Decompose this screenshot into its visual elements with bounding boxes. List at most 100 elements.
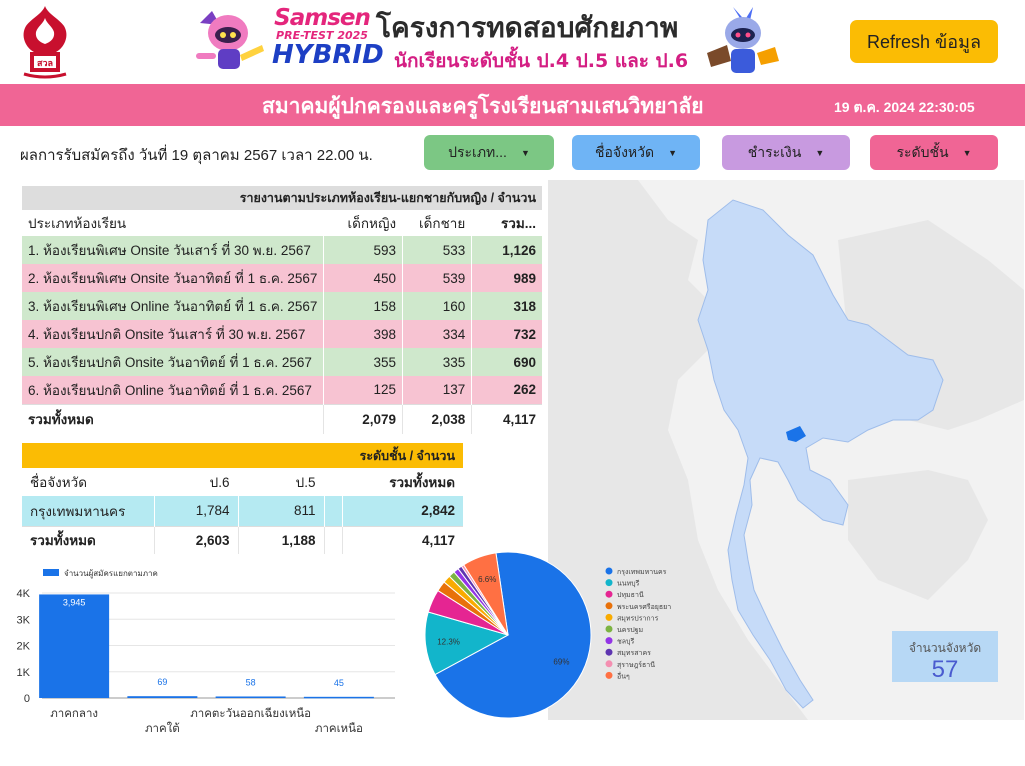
province-count-value: 57 — [931, 656, 959, 683]
table-caption-row: ระดับชั้น / จำนวน — [22, 443, 463, 468]
boys-cell: 334 — [402, 320, 472, 348]
table-row: 2. ห้องเรียนพิเศษ Onsite วันอาทิตย์ ที่ … — [22, 264, 542, 292]
boys-total: 2,038 — [402, 403, 472, 434]
girls-cell: 593 — [323, 236, 403, 264]
legend-label: นครปฐม — [617, 627, 643, 634]
column-header[interactable]: รวมทั้งหมด — [341, 468, 463, 496]
bar[interactable] — [303, 696, 374, 699]
region-bar-chart: จำนวนผู้สมัครแยกตามภาค 0 1K 2K 3K 4K 3,945 ภาคก… — [17, 569, 395, 735]
pie-slice[interactable] — [424, 611, 510, 676]
legend-label: นนทบุรี — [617, 580, 640, 588]
girls-cell: 158 — [323, 292, 403, 320]
pie-slice[interactable] — [462, 552, 509, 636]
room-type-cell: 2. ห้องเรียนพิเศษ Onsite วันอาทิตย์ ที่ … — [22, 264, 324, 292]
girls-cell: 450 — [323, 264, 403, 292]
room-type-cell: 5. ห้องเรียนปกติ Onsite วันอาทิตย์ ที่ 1… — [22, 348, 324, 376]
y-tick-label: 2K — [17, 641, 31, 653]
bangkok-highlight[interactable] — [786, 426, 806, 442]
table-row: 6. ห้องเรียนปกติ Online วันอาทิตย์ ที่ 1… — [22, 376, 542, 404]
boys-cell: 539 — [402, 264, 472, 292]
pie-slice[interactable] — [434, 551, 592, 719]
boys-cell: 160 — [402, 292, 472, 320]
payment-filter-label: ชำระเงิน — [747, 143, 802, 160]
grand-total-row: รวมทั้งหมด 2,079 2,038 4,117 — [22, 403, 542, 434]
legend-label: อื่นๆ — [617, 671, 630, 680]
mascot-right-image — [707, 7, 779, 73]
total-cell: 262 — [471, 376, 542, 404]
payment-filter[interactable]: ชำระเงิน ▼ — [722, 135, 850, 170]
caret-down-icon: ▼ — [668, 147, 678, 158]
bar[interactable] — [127, 696, 198, 698]
brand-line-3: HYBRID — [272, 40, 384, 70]
column-header[interactable]: เด็กชาย — [402, 210, 472, 236]
legend-dot — [605, 602, 613, 610]
y-tick-label: 4K — [17, 588, 31, 600]
grade-level-filter[interactable]: ระดับชั้น ▼ — [870, 135, 998, 170]
total-cell: 732 — [471, 320, 542, 348]
table-caption-row: รายงานตามประเภทห้องเรียน-แยกชายกับหญิง /… — [22, 186, 542, 210]
bar[interactable] — [215, 696, 286, 698]
caret-down-icon: ▼ — [815, 147, 825, 158]
total-cell: 318 — [471, 292, 542, 320]
school-logo: สวล — [23, 6, 67, 79]
column-header[interactable]: ประเภทห้องเรียน — [28, 216, 127, 231]
column-header[interactable]: รวม... — [471, 210, 542, 236]
legend-dot — [605, 637, 613, 645]
room-type-cell: 4. ห้องเรียนปกติ Onsite วันเสาร์ ที่ 30 … — [22, 320, 324, 348]
legend-dot — [605, 648, 613, 656]
samsen-hybrid-brand: Samsen PRE-TEST 2025 HYBRID — [272, 6, 384, 76]
province-map[interactable] — [548, 180, 1024, 720]
legend-dot — [605, 671, 613, 679]
bar-value-label: 58 — [246, 677, 256, 687]
legend-dot — [605, 625, 613, 633]
pie-slice-label: 12.3% — [437, 637, 460, 646]
pie-slice-label: 6.6% — [478, 575, 496, 584]
grand-total-label: รวมทั้งหมด — [22, 403, 324, 434]
legend-label: กรุงเทพมหานคร — [617, 569, 667, 576]
room-type-cell: 3. ห้องเรียนพิเศษ Online วันอาทิตย์ ที่ … — [22, 292, 324, 320]
boys-cell: 137 — [402, 376, 472, 404]
p5-total: 1,188 — [237, 525, 324, 554]
room-type-filter-label: ประเภท... — [448, 143, 507, 160]
province-count-card: จำนวนจังหวัด 57 — [892, 631, 998, 682]
svg-text:สวล: สวล — [37, 59, 53, 69]
table-row: กรุงเทพมหานคร 1,784 811 2,842 — [22, 496, 463, 526]
p6-cell: 1,784 — [153, 496, 238, 526]
column-header[interactable]: ป.6 — [153, 468, 238, 496]
province-filter[interactable]: ชื่อจังหวัด ▼ — [572, 135, 700, 170]
refresh-data-button[interactable]: Refresh ข้อมูล — [850, 20, 998, 63]
room-type-table: รายงานตามประเภทห้องเรียน-แยกชายกับหญิง /… — [22, 186, 542, 434]
x-tick-label: ภาคกลาง — [50, 708, 98, 720]
grand-total-row: รวมทั้งหมด 2,603 1,188 4,117 — [22, 525, 463, 554]
column-header[interactable]: ชื่อจังหวัด — [30, 475, 88, 490]
table-header-row: ประเภทห้องเรียน เด็กหญิง เด็กชาย รวม... — [22, 210, 542, 236]
province-filter-label: ชื่อจังหวัด — [594, 143, 655, 160]
boys-cell: 335 — [402, 348, 472, 376]
title-banner — [0, 84, 1025, 126]
bar[interactable] — [39, 594, 110, 698]
column-header[interactable]: เด็กหญิง — [323, 210, 403, 236]
legend-dot — [605, 579, 613, 587]
bar-value-label: 69 — [157, 677, 167, 687]
neighbor-land — [548, 180, 808, 720]
grand-total-label: รวมทั้งหมด — [22, 525, 154, 554]
legend-dot — [605, 660, 613, 668]
room-type-filter[interactable]: ประเภท... ▼ — [424, 135, 554, 170]
report-datetime: 19 ต.ค. 2024 22:30:05 — [834, 99, 975, 115]
neighbor-land — [848, 470, 988, 600]
legend-label: พระนครศรีอยุธยา — [617, 603, 671, 611]
column-header[interactable]: ป.5 — [237, 468, 324, 496]
x-tick-label: ภาคเหนือ — [315, 722, 363, 735]
y-tick-label: 3K — [17, 614, 31, 626]
legend-swatch — [43, 569, 59, 576]
room-type-cell: 6. ห้องเรียนปกติ Online วันอาทิตย์ ที่ 1… — [22, 376, 324, 404]
association-title: สมาคมผู้ปกครองและครูโรงเรียนสามเสนวิทยาล… — [262, 94, 704, 118]
province-count-label: จำนวนจังหวัด — [908, 641, 982, 655]
y-tick-label: 0 — [24, 693, 30, 705]
project-title: โครงการทดสอบศักยภาพ — [376, 11, 679, 44]
boys-cell: 533 — [402, 236, 472, 264]
thailand-provinces[interactable] — [697, 199, 944, 709]
total-cell: 1,126 — [471, 236, 542, 264]
caret-down-icon: ▼ — [520, 147, 530, 158]
girls-cell: 398 — [323, 320, 403, 348]
